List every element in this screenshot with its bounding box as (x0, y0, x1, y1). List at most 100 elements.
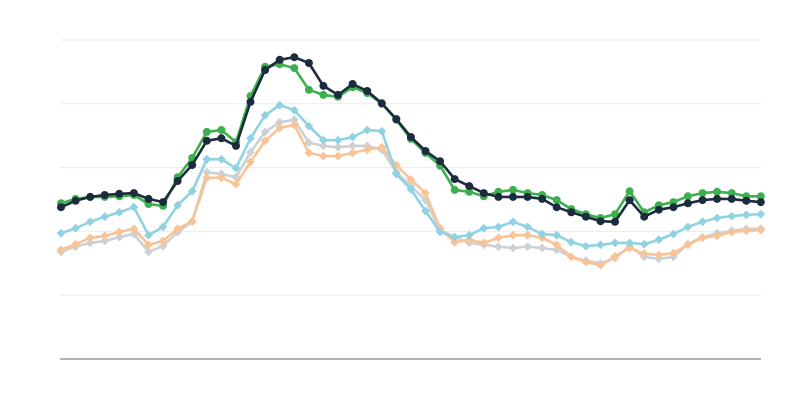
data-point-light-blue (537, 229, 547, 239)
data-point-orange (275, 123, 285, 133)
data-point-green (552, 196, 561, 205)
data-point-gray (100, 236, 110, 246)
data-point-gray (158, 241, 168, 251)
data-point-light-blue (85, 217, 95, 227)
data-point-light-blue (377, 126, 387, 136)
data-point-gray (348, 141, 357, 151)
data-point-green (465, 187, 474, 196)
data-point-navy (319, 81, 328, 90)
data-point-light-blue (596, 240, 605, 250)
data-point-navy (86, 192, 95, 201)
data-point-gray (144, 247, 153, 257)
data-point-green (450, 185, 459, 194)
data-point-navy (552, 203, 561, 212)
data-point-light-blue (100, 212, 110, 222)
data-point-navy (538, 194, 547, 203)
data-point-light-blue (450, 232, 460, 242)
data-point-gray (304, 138, 314, 148)
data-point-green (727, 189, 736, 198)
data-point-navy (683, 199, 692, 208)
data-point-navy (654, 205, 663, 214)
data-point-gray (421, 195, 430, 205)
data-point-green (202, 127, 211, 136)
data-point-light-blue (144, 230, 153, 240)
data-point-navy (742, 196, 751, 205)
data-point-navy (421, 147, 430, 155)
data-point-gray (537, 243, 547, 253)
data-point-light-blue (406, 184, 416, 194)
data-point-gray (333, 142, 343, 152)
data-point-green (683, 192, 692, 201)
data-point-orange (669, 248, 678, 258)
data-point-navy (275, 55, 284, 64)
data-point-orange (260, 136, 270, 146)
data-point-light-blue (173, 200, 182, 210)
data-point-gray (231, 172, 241, 182)
data-point-light-blue (333, 135, 343, 145)
data-point-orange (348, 148, 357, 158)
data-point-light-blue (712, 213, 722, 223)
data-point-navy (436, 157, 445, 166)
data-point-orange (654, 250, 664, 260)
data-point-orange (217, 173, 226, 183)
data-point-orange (625, 243, 634, 253)
data-point-navy (334, 90, 342, 99)
data-point-light-blue (552, 230, 562, 240)
data-point-orange (231, 179, 241, 189)
data-point-gray (260, 127, 270, 137)
data-point-navy (71, 196, 80, 205)
data-point-navy (304, 59, 313, 67)
data-point-navy (246, 97, 255, 106)
data-point-orange (246, 157, 255, 167)
data-point-gray (114, 232, 124, 242)
data-point-navy (173, 177, 182, 185)
data-point-green (304, 85, 313, 94)
data-point-light-blue (756, 209, 766, 219)
data-point-orange (639, 249, 649, 259)
data-point-navy (509, 192, 517, 201)
data-point-orange (683, 240, 693, 250)
data-point-orange (464, 235, 474, 245)
data-point-orange (333, 151, 343, 161)
data-point-orange (129, 224, 139, 234)
data-point-green (713, 187, 722, 196)
data-point-navy (581, 212, 590, 221)
data-point-green (698, 189, 707, 198)
data-point-orange (741, 226, 751, 236)
data-point-navy (479, 189, 488, 198)
data-point-light-blue (217, 154, 226, 164)
data-point-navy (377, 99, 386, 108)
data-point-orange (406, 175, 416, 185)
data-point-orange (173, 224, 182, 234)
data-point-orange (144, 240, 153, 250)
data-point-navy (217, 134, 226, 143)
data-point-light-blue (202, 154, 212, 164)
data-point-light-blue (158, 222, 168, 232)
data-point-light-blue (260, 110, 270, 120)
data-point-gray (523, 242, 532, 252)
data-point-orange (727, 227, 737, 237)
data-point-light-blue (289, 105, 299, 115)
data-point-orange (289, 120, 299, 130)
data-point-orange (319, 151, 328, 161)
data-point-light-blue (639, 239, 649, 249)
data-point-navy (406, 133, 415, 141)
data-point-orange (362, 145, 372, 155)
data-point-orange (114, 227, 124, 237)
data-point-gray (85, 238, 95, 248)
data-point-green (756, 192, 765, 201)
data-point-orange (421, 188, 430, 198)
data-point-orange (712, 231, 722, 241)
data-point-orange (187, 216, 197, 226)
data-point-navy (232, 141, 240, 150)
data-point-light-blue (362, 125, 372, 135)
data-point-light-blue (464, 230, 474, 240)
data-point-navy (494, 192, 503, 201)
data-point-light-blue (566, 237, 576, 247)
data-point-orange (610, 251, 620, 261)
data-point-gray (508, 243, 518, 253)
data-point-light-blue (654, 235, 664, 245)
data-point-gray (494, 242, 503, 252)
